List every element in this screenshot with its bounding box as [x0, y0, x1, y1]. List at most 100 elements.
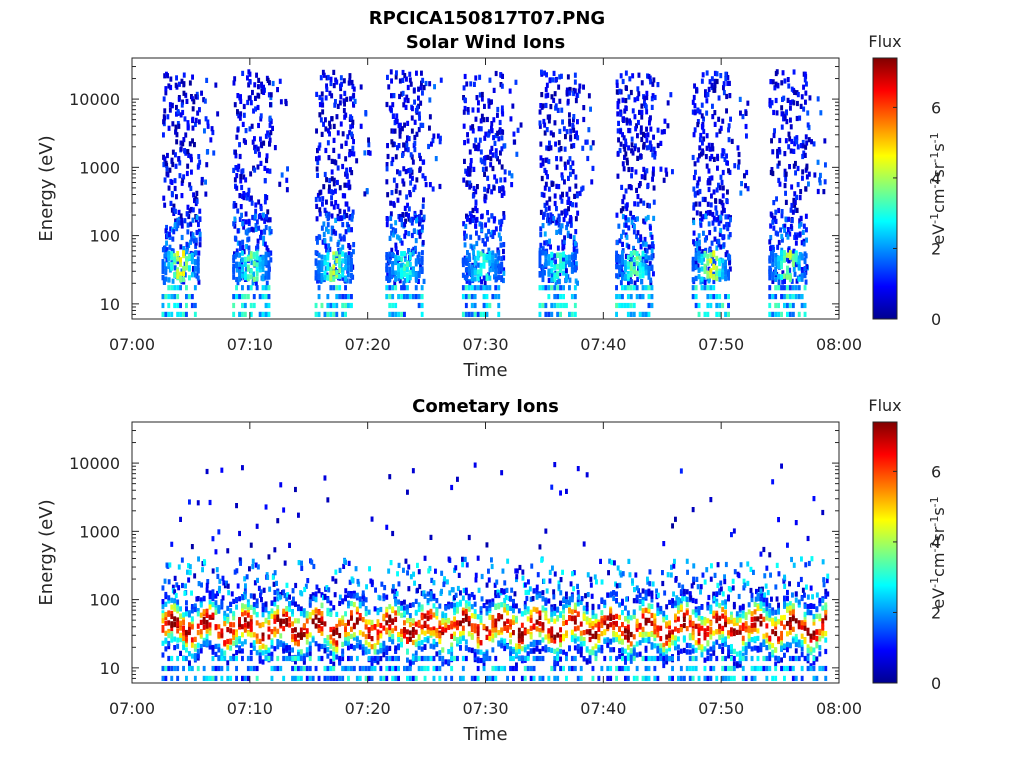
flux-cell [772, 200, 776, 206]
flux-cell [264, 285, 268, 291]
flux-cell [711, 103, 714, 109]
flux-cell [257, 93, 261, 99]
flux-cell [321, 102, 325, 108]
flux-cell [217, 608, 221, 614]
flux-cell [332, 177, 336, 183]
flux-cell [220, 632, 224, 638]
flux-cell [462, 109, 466, 115]
flux-cell [237, 163, 241, 169]
flux-cell [438, 623, 442, 629]
flux-cell [466, 132, 469, 138]
flux-cell [315, 235, 319, 242]
flux-cell [233, 216, 237, 222]
flux-cell [358, 644, 362, 650]
flux-cell [627, 127, 631, 134]
flux-cell [420, 302, 424, 309]
flux-cell [302, 612, 306, 618]
flux-cell [321, 239, 325, 245]
flux-cell [185, 311, 188, 317]
flux-cell [647, 73, 651, 80]
flux-cell [291, 647, 294, 653]
flux-cell [647, 255, 651, 261]
flux-cell [582, 116, 586, 123]
flux-cell [722, 224, 726, 230]
flux-cell [161, 610, 165, 616]
flux-cell [318, 196, 322, 202]
flux-cell [346, 134, 350, 140]
flux-cell [572, 114, 576, 120]
flux-cell [768, 258, 772, 264]
flux-cell [238, 271, 241, 277]
flux-cell [400, 285, 403, 291]
flux-cell [182, 630, 185, 636]
flux-cell [299, 606, 303, 612]
flux-cell [703, 263, 707, 269]
flux-cell [246, 294, 250, 300]
flux-cell [482, 275, 486, 281]
flux-cell [379, 675, 383, 681]
flux-cell [491, 233, 495, 239]
flux-cell [386, 192, 390, 198]
flux-cell [647, 294, 651, 300]
flux-cell [499, 226, 502, 232]
flux-cell [257, 585, 261, 591]
flux-cell [261, 622, 265, 628]
flux-cell [185, 249, 189, 255]
flux-cell [737, 159, 741, 165]
flux-cell [559, 267, 562, 273]
flux-cell [474, 189, 478, 195]
flux-cell [770, 167, 774, 173]
flux-cell [389, 255, 392, 261]
flux-cell [170, 633, 174, 639]
flux-cell [545, 145, 549, 151]
flux-cell [249, 593, 253, 599]
flux-cell [320, 619, 324, 625]
flux-cell [332, 204, 336, 210]
flux-cell [385, 162, 389, 168]
flux-cell [710, 142, 714, 149]
flux-cell [638, 181, 642, 187]
flux-cell [341, 272, 345, 278]
flux-cell [306, 578, 310, 584]
flux-cell [463, 73, 467, 80]
flux-cell [414, 641, 418, 648]
flux-cell [693, 127, 697, 133]
flux-cell [330, 176, 334, 182]
flux-cell [772, 109, 776, 116]
flux-cell [718, 311, 722, 317]
flux-cell [640, 109, 644, 115]
flux-cell [616, 101, 620, 107]
flux-cell [246, 256, 250, 262]
flux-cell [225, 580, 228, 586]
flux-cell [417, 259, 421, 265]
flux-cell [718, 294, 722, 300]
flux-cell [727, 302, 730, 309]
flux-cell [776, 153, 779, 159]
flux-cell [713, 110, 717, 116]
flux-cell [621, 285, 624, 291]
flux-cell [235, 568, 239, 574]
flux-cell [540, 69, 543, 75]
flux-cell [182, 271, 185, 277]
flux-cell [650, 104, 654, 110]
flux-cell [348, 152, 351, 158]
flux-cell [318, 94, 322, 101]
flux-cell [255, 523, 259, 529]
flux-cell [196, 256, 200, 262]
flux-cell [271, 80, 275, 87]
flux-cell [334, 188, 337, 194]
x-tick-label: 07:00 [109, 335, 155, 354]
flux-cell [415, 131, 419, 137]
flux-cell [359, 123, 363, 129]
flux-cell [176, 109, 180, 115]
flux-cell [179, 112, 183, 118]
flux-cell [486, 116, 489, 123]
flux-cell [317, 627, 321, 633]
flux-cell [254, 148, 257, 154]
flux-cell [171, 121, 175, 127]
flux-cell [171, 236, 175, 242]
flux-cell [177, 156, 181, 162]
flux-cell [251, 89, 254, 96]
flux-cell [516, 127, 520, 133]
flux-cell [796, 232, 800, 238]
